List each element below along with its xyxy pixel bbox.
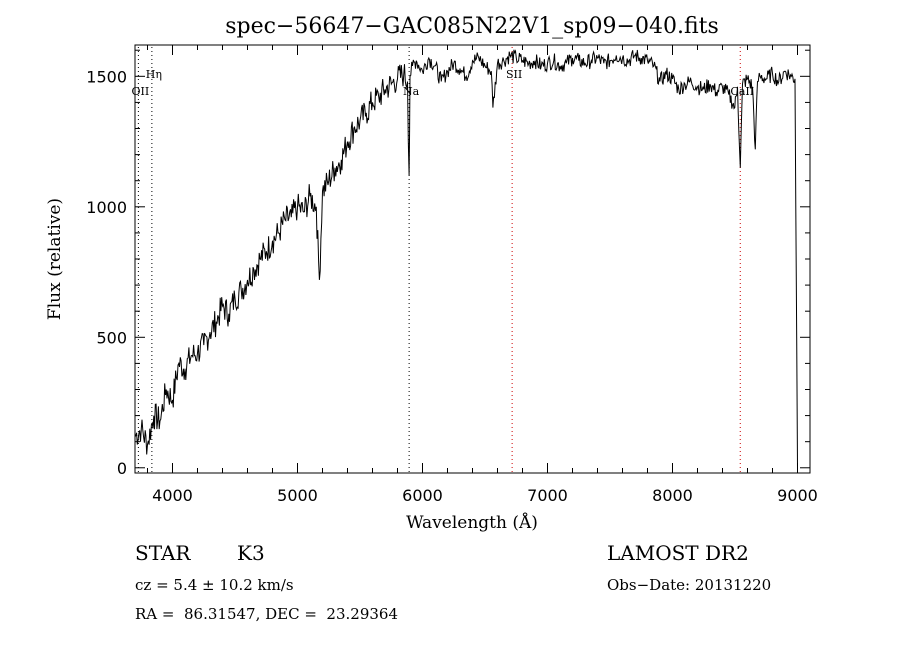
y-tick-labels: 0 500 1000 1500 [86,67,127,477]
x-tick-label: 6000 [402,486,443,505]
line-marker-label: Na [403,85,420,98]
x-tick-labels: 4000 5000 6000 7000 8000 9000 [152,486,818,505]
x-tick-label: 4000 [152,486,193,505]
object-subclass: K3 [237,541,265,565]
line-marker-label: SII [506,68,522,81]
x-tick-label: 5000 [277,486,318,505]
plot-frame [134,44,811,474]
survey-name: LAMOST DR2 [607,541,749,565]
y-tick-label: 500 [96,328,127,347]
y-tick-label: 0 [117,459,127,478]
line-marker-label: Hη [146,68,162,81]
observation-date: Obs−Date: 20131220 [607,576,772,594]
chart-title: spec−56647−GAC085N22V1_sp09−040.fits [225,14,719,39]
y-axis-label: Flux (relative) [45,198,65,320]
axis-ticks [135,45,810,473]
x-tick-label: 8000 [652,486,693,505]
object-class: STAR [135,541,191,565]
coordinates-readout: RA = 86.31547, DEC = 23.29364 [135,605,399,623]
y-tick-label: 1000 [86,198,127,217]
y-tick-label: 1500 [86,67,127,86]
line-marker-label: OII [132,85,150,98]
x-axis-label: Wavelength (Å) [406,512,538,533]
velocity-readout: cz = 5.4 ± 10.2 km/s [135,576,294,594]
spectrum-series-line [134,49,798,468]
x-tick-label: 7000 [527,486,568,505]
x-tick-label: 9000 [777,486,818,505]
